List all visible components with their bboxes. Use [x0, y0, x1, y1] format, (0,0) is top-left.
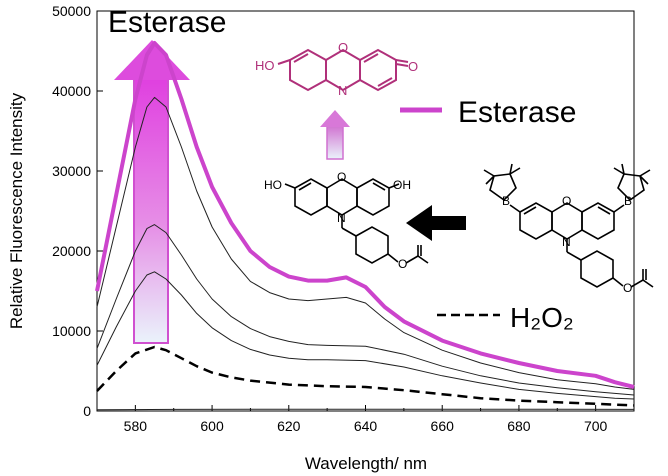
- x-tick-label: 600: [200, 418, 224, 434]
- resorufin-o-ketone: O: [408, 59, 418, 74]
- series-line-3: [96, 271, 635, 400]
- probe-b-right: B: [624, 194, 632, 208]
- x-axis-label: Wavelength/ nm: [305, 454, 427, 473]
- intermediate-o-ester: O: [398, 257, 407, 271]
- series-line-5: [96, 408, 635, 411]
- probe-n-label: N: [562, 235, 571, 249]
- y-tick-label: 20000: [52, 243, 91, 259]
- y-tick-label: 30000: [52, 163, 91, 179]
- intermediate-oh-label: OH: [393, 178, 411, 192]
- series-h2o2-line: [96, 345, 635, 407]
- probe-structure: [483, 163, 654, 288]
- black-left-arrow: [406, 205, 466, 241]
- legend-esterase-text: Esterase: [458, 96, 576, 129]
- resorufin-o-bridge: O: [338, 40, 348, 55]
- y-axis-ticks: 0 10000 20000 30000 40000 50000: [52, 3, 103, 419]
- intermediate-o-bridge: O: [337, 170, 346, 184]
- series-esterase-line: [95, 41, 635, 389]
- intermediate-structure: [284, 178, 429, 264]
- x-tick-label: 580: [124, 418, 148, 434]
- probe-o-bridge: O: [562, 194, 571, 208]
- intermediate-ho-label: HO: [264, 178, 282, 192]
- x-tick-label: 660: [431, 418, 455, 434]
- series-layer: [95, 41, 635, 411]
- resorufin-structure: [277, 48, 409, 92]
- x-tick-label: 700: [584, 418, 608, 434]
- resorufin-n-label: N: [338, 83, 347, 98]
- small-up-arrow: [320, 110, 350, 160]
- y-tick-label: 50000: [52, 3, 91, 19]
- top-title: Esterase: [108, 6, 226, 39]
- x-axis-ticks: 580 600 620 640 660 680 700: [96, 405, 635, 434]
- x-tick-label: 640: [354, 418, 378, 434]
- x-tick-label: 620: [277, 418, 301, 434]
- probe-o-ester: O: [623, 281, 632, 295]
- series-line-1: [96, 96, 635, 390]
- resorufin-ho-label: HO: [255, 58, 275, 73]
- y-tick-label: 0: [83, 403, 91, 419]
- x-tick-label: 680: [507, 418, 531, 434]
- legend-h2o2-text: H₂O₂: [510, 302, 574, 333]
- y-tick-label: 40000: [52, 83, 91, 99]
- big-arrow-shaft: [133, 78, 169, 344]
- y-tick-label: 10000: [52, 323, 91, 339]
- probe-b-left: B: [502, 194, 510, 208]
- intermediate-n-label: N: [337, 211, 346, 225]
- series-line-2: [96, 224, 635, 396]
- y-axis-label: Relative Fluorescence Intensity: [7, 92, 26, 329]
